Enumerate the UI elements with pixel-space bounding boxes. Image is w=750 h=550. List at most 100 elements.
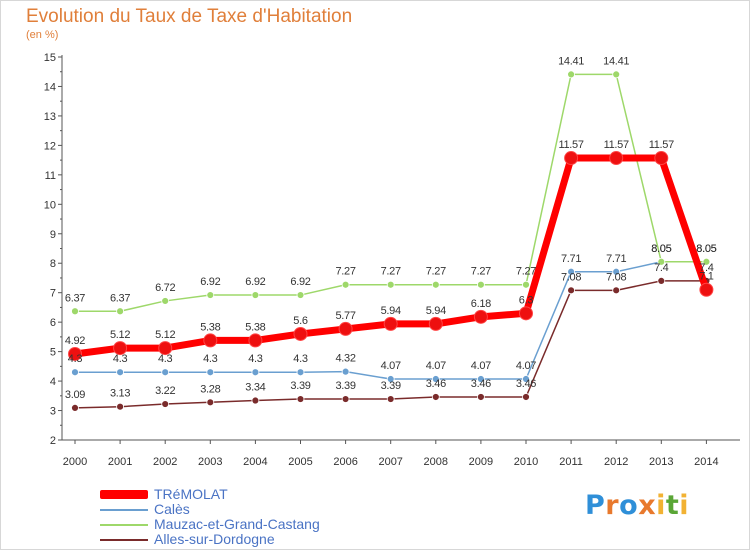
data-point-2	[657, 257, 666, 266]
data-label-0: 11.57	[604, 139, 629, 151]
y-tick-label: 5	[50, 347, 56, 359]
data-label-1: 4.07	[381, 360, 401, 372]
data-point-2	[71, 307, 79, 316]
data-label-3: 3.46	[426, 378, 446, 390]
data-label-1: 7.71	[606, 253, 626, 265]
data-label-0: 7.1	[699, 271, 714, 283]
legend-label-cales: Calès	[154, 501, 190, 517]
data-point-1	[206, 368, 215, 377]
data-point-2	[431, 280, 440, 289]
data-point-0	[699, 282, 714, 297]
data-point-0	[519, 306, 533, 321]
data-label-3: 3.34	[245, 382, 265, 394]
data-point-2	[567, 70, 575, 79]
data-point-1	[296, 368, 305, 377]
data-point-3	[567, 286, 575, 295]
data-label-0: 6.18	[471, 298, 491, 310]
x-tick-label: 2003	[198, 456, 222, 468]
data-label-0: 5.38	[245, 321, 265, 333]
data-point-0	[428, 316, 443, 331]
data-label-2: 6.92	[245, 276, 265, 288]
data-label-1: 4.07	[471, 360, 491, 372]
data-point-3	[612, 286, 621, 295]
y-tick-label: 15	[44, 52, 56, 64]
data-point-3	[296, 395, 305, 403]
data-label-0: 5.12	[155, 329, 175, 341]
proxiti-logo: Proxiti	[585, 490, 690, 521]
x-tick-label: 2009	[469, 456, 493, 468]
data-label-1: 8.05	[696, 243, 716, 255]
data-label-1: 4.3	[203, 353, 218, 365]
data-label-0: 4.92	[65, 335, 85, 347]
data-point-2	[612, 70, 621, 79]
data-label-2: 6.37	[65, 292, 85, 304]
data-point-3	[161, 400, 170, 408]
data-label-2: 6.92	[200, 276, 220, 288]
data-point-2	[476, 280, 485, 289]
legend-item-mauzac[interactable]: Mauzac-et-Grand-Castang	[100, 517, 460, 532]
legend-item-alles[interactable]: Alles-sur-Dordogne	[100, 532, 460, 547]
legend-item-tremolat[interactable]: TRéMOLAT	[100, 487, 460, 502]
y-tick-label: 3	[50, 406, 56, 418]
data-point-2	[296, 291, 305, 299]
data-label-0: 5.94	[381, 305, 401, 317]
data-point-3	[251, 396, 260, 405]
x-tick-label: 2002	[153, 456, 177, 468]
y-tick-label: 10	[44, 199, 56, 211]
y-tick-label: 4	[50, 376, 56, 388]
data-label-2: 14.41	[558, 55, 584, 67]
x-tick-label: 2006	[333, 456, 357, 468]
data-label-3: 3.28	[200, 383, 220, 395]
data-label-1: 4.07	[426, 360, 446, 372]
x-tick-label: 2010	[514, 456, 538, 468]
data-label-1: 8.05	[651, 243, 671, 255]
data-point-0	[564, 151, 579, 166]
legend-item-cales[interactable]: Calès	[100, 502, 460, 517]
data-point-3	[116, 402, 124, 411]
data-point-1	[431, 375, 440, 383]
data-point-0	[609, 151, 624, 166]
data-point-0	[654, 151, 669, 166]
data-point-0	[68, 346, 82, 361]
data-point-2	[386, 280, 395, 289]
data-label-3: 3.39	[335, 380, 355, 392]
chart-title: Evolution du Taux de Taxe d'Habitation	[26, 6, 353, 27]
data-point-3	[476, 393, 485, 401]
data-label-3: 3.39	[290, 380, 310, 392]
data-point-1	[567, 267, 575, 276]
y-tick-label: 12	[44, 140, 56, 152]
data-label-1: 4.32	[335, 353, 355, 365]
data-label-0: 11.57	[649, 139, 674, 151]
y-tick-label: 2	[50, 435, 56, 447]
x-tick-label: 2000	[63, 456, 87, 468]
data-point-3	[71, 403, 79, 412]
x-tick-label: 2007	[378, 456, 402, 468]
x-tick-label: 2012	[604, 456, 628, 468]
data-label-2: 7.27	[335, 266, 355, 278]
data-label-0: 5.94	[426, 305, 446, 317]
data-point-0	[158, 341, 173, 356]
data-point-1	[341, 367, 350, 376]
y-tick-label: 11	[45, 170, 56, 182]
data-label-2: 8.05	[696, 243, 716, 255]
data-label-1: 7.71	[561, 253, 581, 265]
data-label-2: 7.27	[426, 266, 446, 278]
data-label-2: 7.27	[471, 266, 491, 278]
data-point-0	[203, 333, 218, 348]
data-label-2: 6.92	[290, 276, 310, 288]
data-point-3	[206, 398, 215, 407]
data-label-2: 7.27	[381, 266, 401, 278]
data-point-1	[71, 368, 79, 377]
data-label-1: 4.3	[248, 353, 263, 365]
data-point-1	[612, 267, 621, 276]
x-tick-label: 2014	[694, 456, 718, 468]
data-label-3: 3.09	[65, 389, 85, 401]
data-point-2	[116, 307, 124, 316]
data-label-0: 5.77	[335, 310, 355, 322]
data-label-3: 7.08	[561, 271, 581, 283]
x-tick-label: 2013	[649, 456, 673, 468]
data-label-1: 4.3	[68, 353, 83, 365]
data-point-2	[341, 280, 350, 289]
data-label-0: 11.57	[558, 139, 583, 151]
